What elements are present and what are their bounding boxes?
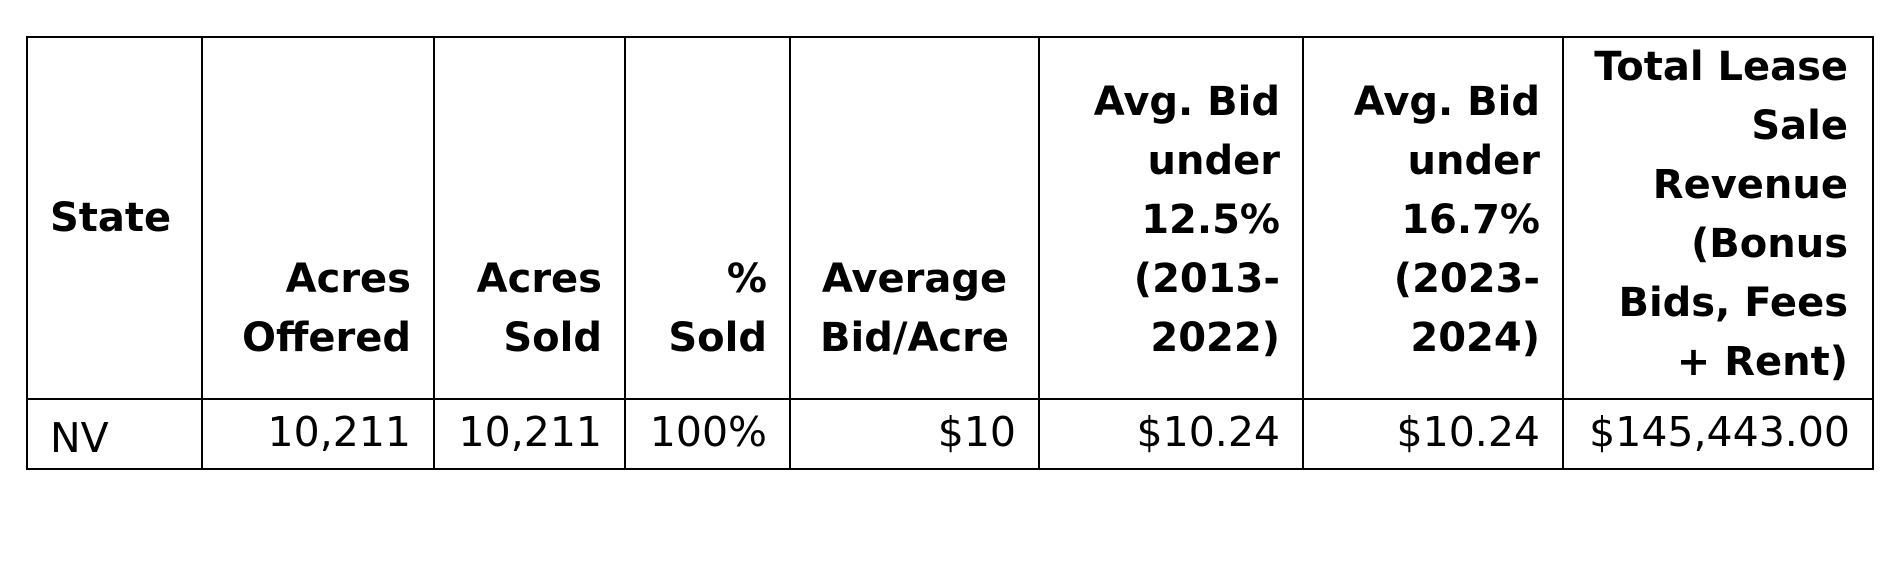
cell-avg-bid-12-5: $10.24	[1038, 398, 1304, 470]
header-row: State Acres Offered Acres Sold % Sold Av…	[26, 36, 1874, 400]
table-row: NV 10,211 10,211 100% $10 $10.24 $10.24 …	[26, 398, 1874, 470]
header-percent-sold: % Sold	[624, 36, 791, 400]
cell-average-bid-acre: $10	[789, 398, 1040, 470]
cell-acres-sold: 10,211	[433, 398, 626, 470]
cell-percent-sold: 100%	[624, 398, 791, 470]
header-avg-bid-12-5: Avg. Bid under 12.5% (2013- 2022)	[1038, 36, 1304, 400]
cell-acres-offered: 10,211	[201, 398, 435, 470]
header-average-bid-acre: Average Bid/Acre	[789, 36, 1040, 400]
cell-avg-bid-16-7: $10.24	[1302, 398, 1564, 470]
cell-total-revenue: $145,443.00	[1562, 398, 1874, 470]
cell-state: NV	[26, 398, 203, 470]
header-acres-offered: Acres Offered	[201, 36, 435, 400]
header-acres-sold: Acres Sold	[433, 36, 626, 400]
header-total-revenue: Total Lease Sale Revenue (Bonus Bids, Fe…	[1562, 36, 1874, 400]
header-avg-bid-16-7: Avg. Bid under 16.7% (2023- 2024)	[1302, 36, 1564, 400]
header-state: State	[26, 36, 203, 400]
lease-sale-table: State Acres Offered Acres Sold % Sold Av…	[26, 36, 1874, 470]
